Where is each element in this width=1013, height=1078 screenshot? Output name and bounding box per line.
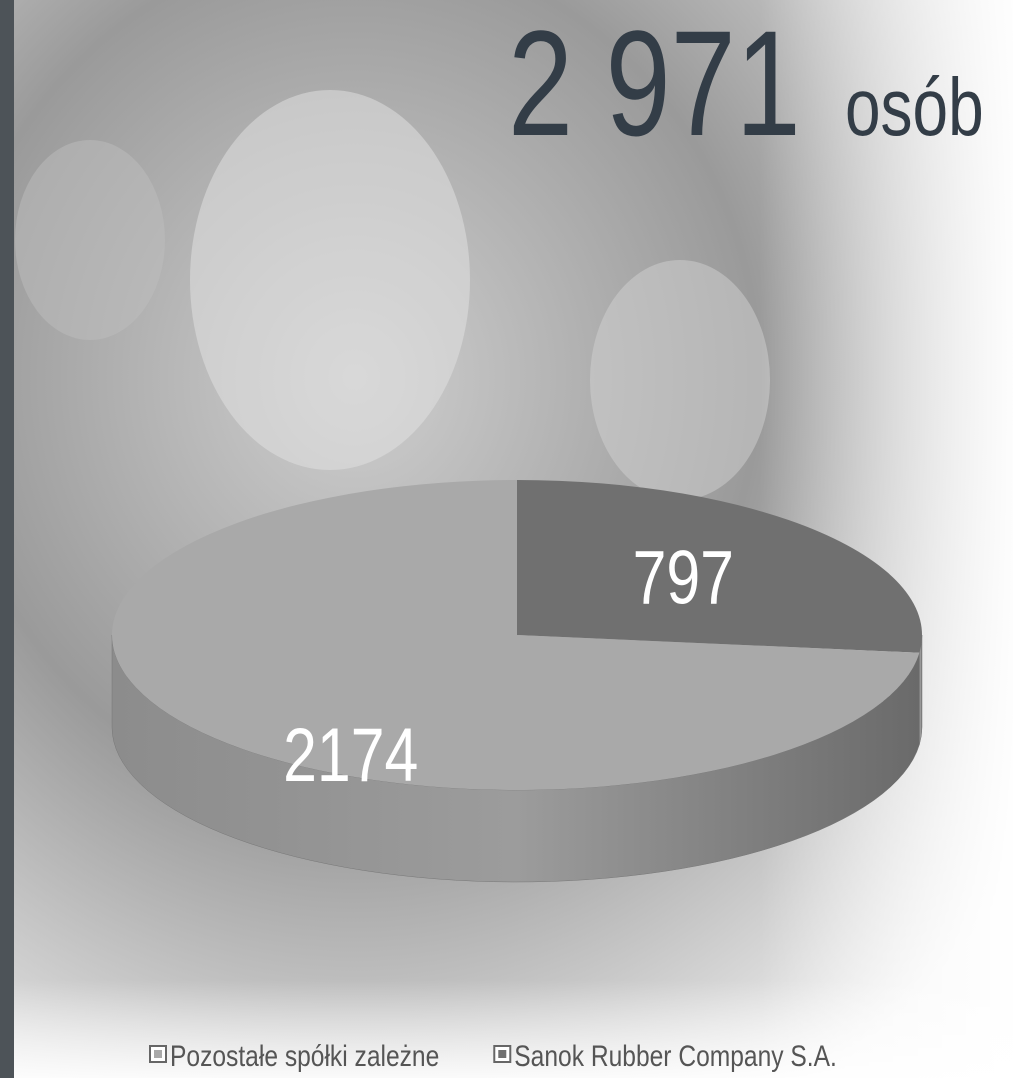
pie-slice xyxy=(517,480,922,653)
legend-entry: Sanok Rubber Company S.A. xyxy=(514,1039,837,1073)
value-label-group: 2174 xyxy=(283,713,418,798)
legend-swatch-inner xyxy=(154,1050,162,1058)
photo-fade xyxy=(0,980,1013,1078)
legend-label: Sanok Rubber Company S.A. xyxy=(514,1039,837,1073)
value-label-group: 797 xyxy=(633,535,734,620)
legend-entry: Pozostałe spółki zależne xyxy=(170,1039,439,1073)
pie-side xyxy=(919,634,923,745)
legend-swatch-inner xyxy=(498,1050,507,1058)
value-label: 797 xyxy=(633,535,734,620)
value-label: 2174 xyxy=(283,713,418,798)
title-unit: osób xyxy=(845,60,984,153)
legend-label: Pozostałe spółki zależne xyxy=(170,1039,439,1073)
side-strip xyxy=(0,0,14,1078)
pie-slice xyxy=(111,480,920,791)
chart-title: 2 971 xyxy=(508,0,801,167)
